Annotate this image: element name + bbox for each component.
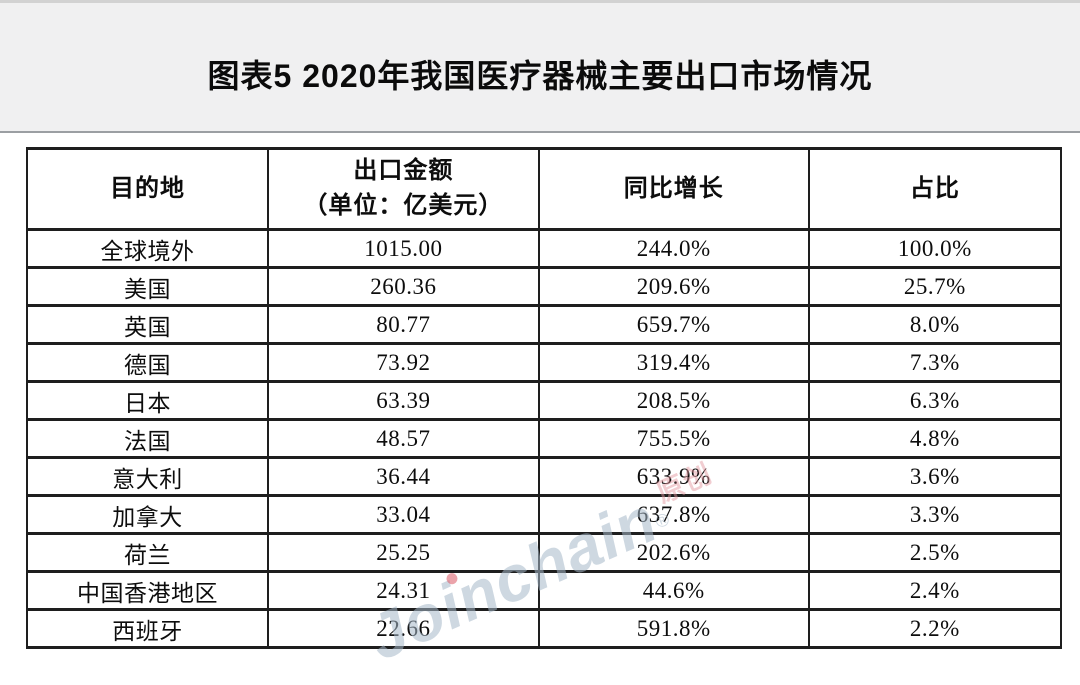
value-cell: 48.57 <box>266 418 540 459</box>
column-header: 出口金额 （单位：亿美元） <box>266 147 540 231</box>
value-cell: 2.5% <box>807 532 1063 573</box>
destination-cell: 西班牙 <box>26 608 269 649</box>
table-row: 西班牙 22.66 591.8% 2.2% <box>26 608 1063 649</box>
value-cell: 25.7% <box>807 266 1063 307</box>
value-cell: 319.4% <box>537 342 810 383</box>
destination-cell: 英国 <box>26 304 269 345</box>
value-cell: 633.9% <box>537 456 810 497</box>
destination-cell: 法国 <box>26 418 269 459</box>
value-cell: 8.0% <box>807 304 1063 345</box>
destination-cell: 德国 <box>26 342 269 383</box>
export-market-table: 目的地 出口金额 （单位：亿美元） 同比增长 占比 全球境外 1015.00 244.0%… <box>26 147 1063 649</box>
table-header-row: 目的地 出口金额 （单位：亿美元） 同比增长 占比 <box>26 147 1063 231</box>
destination-cell: 日本 <box>26 380 269 421</box>
value-cell: 637.8% <box>537 494 810 535</box>
value-cell: 208.5% <box>537 380 810 421</box>
value-cell: 63.39 <box>266 380 540 421</box>
destination-cell: 荷兰 <box>26 532 269 573</box>
value-cell: 7.3% <box>807 342 1063 383</box>
figure-title: 图表5 2020年我国医疗器械主要出口市场情况 <box>207 58 873 94</box>
column-header: 同比增长 <box>537 147 810 231</box>
value-cell: 22.66 <box>266 608 540 649</box>
value-cell: 755.5% <box>537 418 810 459</box>
destination-cell: 中国香港地区 <box>26 570 269 611</box>
value-cell: 2.4% <box>807 570 1063 611</box>
table-row: 德国 73.92 319.4% 7.3% <box>26 342 1063 383</box>
table-row: 日本 63.39 208.5% 6.3% <box>26 380 1063 421</box>
value-cell: 6.3% <box>807 380 1063 421</box>
value-cell: 1015.00 <box>266 228 540 269</box>
column-header: 占比 <box>807 147 1063 231</box>
value-cell: 591.8% <box>537 608 810 649</box>
value-cell: 25.25 <box>266 532 540 573</box>
destination-cell: 全球境外 <box>26 228 269 269</box>
value-cell: 33.04 <box>266 494 540 535</box>
title-band: 图表5 2020年我国医疗器械主要出口市场情况 <box>0 0 1080 133</box>
table-row: 全球境外 1015.00 244.0% 100.0% <box>26 228 1063 269</box>
table-row: 法国 48.57 755.5% 4.8% <box>26 418 1063 459</box>
table-row: 荷兰 25.25 202.6% 2.5% <box>26 532 1063 573</box>
column-header: 目的地 <box>26 147 269 231</box>
table-area: 目的地 出口金额 （单位：亿美元） 同比增长 占比 全球境外 1015.00 244.0%… <box>26 147 1063 674</box>
value-cell: 3.3% <box>807 494 1063 535</box>
value-cell: 202.6% <box>537 532 810 573</box>
table-row: 加拿大 33.04 637.8% 3.3% <box>26 494 1063 535</box>
value-cell: 73.92 <box>266 342 540 383</box>
value-cell: 36.44 <box>266 456 540 497</box>
value-cell: 44.6% <box>537 570 810 611</box>
table-row: 中国香港地区 24.31 44.6% 2.4% <box>26 570 1063 611</box>
table-row: 美国 260.36 209.6% 25.7% <box>26 266 1063 307</box>
value-cell: 244.0% <box>537 228 810 269</box>
value-cell: 4.8% <box>807 418 1063 459</box>
value-cell: 100.0% <box>807 228 1063 269</box>
destination-cell: 意大利 <box>26 456 269 497</box>
value-cell: 3.6% <box>807 456 1063 497</box>
value-cell: 24.31 <box>266 570 540 611</box>
table-row: 英国 80.77 659.7% 8.0% <box>26 304 1063 345</box>
destination-cell: 美国 <box>26 266 269 307</box>
value-cell: 209.6% <box>537 266 810 307</box>
value-cell: 260.36 <box>266 266 540 307</box>
table-body: 全球境外 1015.00 244.0% 100.0% 美国 260.36 209.6% 25.… <box>26 228 1063 649</box>
value-cell: 80.77 <box>266 304 540 345</box>
table-row: 意大利 36.44 633.9% 3.6% <box>26 456 1063 497</box>
value-cell: 659.7% <box>537 304 810 345</box>
value-cell: 2.2% <box>807 608 1063 649</box>
destination-cell: 加拿大 <box>26 494 269 535</box>
